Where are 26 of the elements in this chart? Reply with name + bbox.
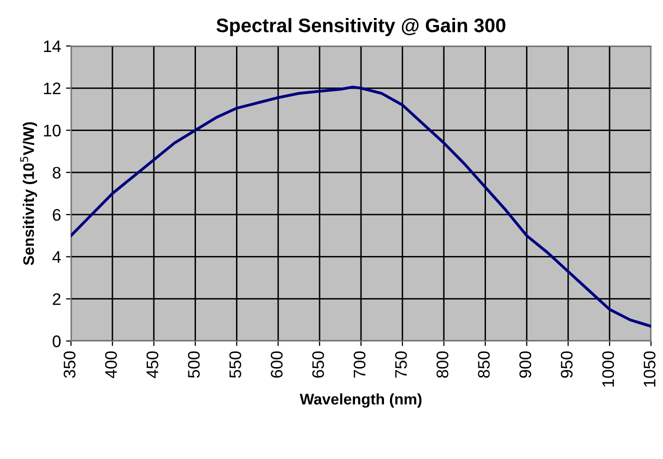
x-tick-label: 750 xyxy=(395,351,407,378)
x-tick-label: 500 xyxy=(188,351,200,378)
y-tick-label: 0 xyxy=(52,335,61,348)
x-tick-label: 450 xyxy=(146,351,158,378)
x-tick-label: 550 xyxy=(229,351,242,378)
x-tick-label: 850 xyxy=(478,351,490,378)
x-tick-label: 1050 xyxy=(644,351,656,387)
x-tick-label: 1000 xyxy=(602,351,614,387)
y-tick-label: 8 xyxy=(52,166,61,179)
y-tick-label: 10 xyxy=(44,124,61,136)
y-tick-label: 6 xyxy=(52,208,61,221)
y-tick-label: 4 xyxy=(52,251,61,263)
x-tick-label: 350 xyxy=(64,351,76,378)
x-tick-label: 700 xyxy=(354,351,366,378)
y-axis-title: Sensitivity (10$^{5}$V/W) xyxy=(20,122,38,266)
x-tick-label: 900 xyxy=(519,351,532,378)
x-tick-label: 400 xyxy=(105,351,117,378)
y-tick-label: 14 xyxy=(44,40,61,52)
x-tick-label: 950 xyxy=(560,351,573,378)
y-tick-label: 2 xyxy=(52,293,60,305)
chart-title: Spectral Sensitivity @ Gain 300 xyxy=(216,18,506,36)
x-tick-label: 600 xyxy=(270,351,283,378)
x-axis-title: Wavelength (nm) xyxy=(300,393,422,408)
x-tick-label: 650 xyxy=(312,351,324,378)
x-tick-label: 800 xyxy=(436,351,448,378)
y-tick-label: 12 xyxy=(44,82,60,94)
